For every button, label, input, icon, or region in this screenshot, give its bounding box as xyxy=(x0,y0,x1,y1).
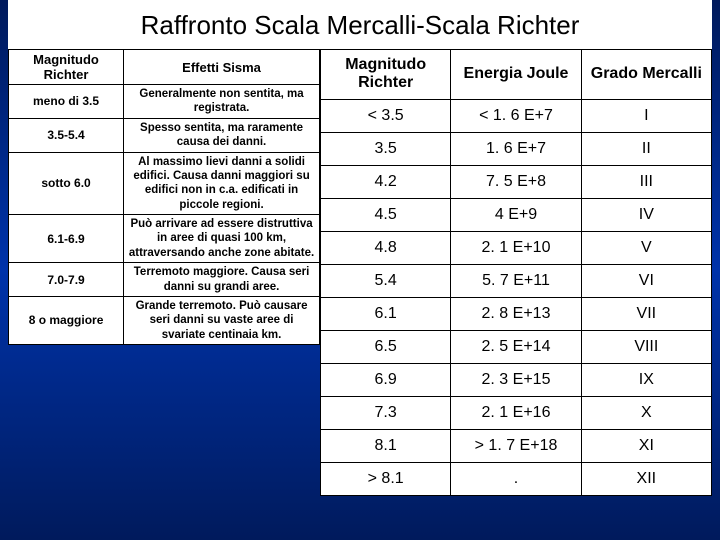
col-header-richter: Magnitudo Richter xyxy=(321,50,451,100)
cell-richter: 4.5 xyxy=(321,198,451,231)
cell-energy: 4 E+9 xyxy=(451,198,581,231)
cell-effect: Generalmente non sentita, ma registrata. xyxy=(124,85,320,119)
table-row: sotto 6.0 Al massimo lievi danni a solid… xyxy=(9,152,320,215)
col-header-effects: Effetti Sisma xyxy=(124,50,320,85)
cell-mercalli: VII xyxy=(581,297,711,330)
cell-energy: 2. 8 E+13 xyxy=(451,297,581,330)
table-row: 7.0-7.9 Terremoto maggiore. Causa seri d… xyxy=(9,263,320,297)
cell-magnitude: 7.0-7.9 xyxy=(9,263,124,297)
cell-energy: 1. 6 E+7 xyxy=(451,132,581,165)
table-row: 4.54 E+9IV xyxy=(321,198,712,231)
cell-mercalli: V xyxy=(581,231,711,264)
table-row: 5.45. 7 E+11VI xyxy=(321,264,712,297)
col-header-magnitude: Magnitudo Richter xyxy=(9,50,124,85)
cell-richter: 8.1 xyxy=(321,429,451,462)
cell-mercalli: I xyxy=(581,99,711,132)
cell-magnitude: meno di 3.5 xyxy=(9,85,124,119)
cell-mercalli: XI xyxy=(581,429,711,462)
cell-energy: . xyxy=(451,462,581,495)
table-row: Magnitudo Richter Effetti Sisma xyxy=(9,50,320,85)
table-row: 7.32. 1 E+16X xyxy=(321,396,712,429)
cell-mercalli: II xyxy=(581,132,711,165)
cell-energy: 2. 3 E+15 xyxy=(451,363,581,396)
cell-richter: 4.2 xyxy=(321,165,451,198)
cell-energy: 2. 1 E+10 xyxy=(451,231,581,264)
table-row: 3.5-5.4 Spesso sentita, ma raramente cau… xyxy=(9,118,320,152)
cell-energy: 2. 5 E+14 xyxy=(451,330,581,363)
cell-magnitude: sotto 6.0 xyxy=(9,152,124,215)
table-row: 4.27. 5 E+8III xyxy=(321,165,712,198)
table-row: Magnitudo Richter Energia Joule Grado Me… xyxy=(321,50,712,100)
table-row: 3.51. 6 E+7II xyxy=(321,132,712,165)
cell-richter: > 8.1 xyxy=(321,462,451,495)
table-row: 8.1> 1. 7 E+18XI xyxy=(321,429,712,462)
cell-effect: Al massimo lievi danni a solidi edifici.… xyxy=(124,152,320,215)
cell-effect: Grande terremoto. Può causare seri danni… xyxy=(124,296,320,344)
cell-magnitude: 6.1-6.9 xyxy=(9,215,124,263)
cell-richter: 3.5 xyxy=(321,132,451,165)
table-row: > 8.1.XII xyxy=(321,462,712,495)
cell-effect: Può arrivare ad essere distruttiva in ar… xyxy=(124,215,320,263)
table-row: 6.92. 3 E+15IX xyxy=(321,363,712,396)
cell-richter: 4.8 xyxy=(321,231,451,264)
effects-table: Magnitudo Richter Effetti Sisma meno di … xyxy=(8,49,320,345)
cell-richter: 7.3 xyxy=(321,396,451,429)
cell-effect: Spesso sentita, ma raramente causa dei d… xyxy=(124,118,320,152)
table-row: 8 o maggiore Grande terremoto. Può causa… xyxy=(9,296,320,344)
page-title: Raffronto Scala Mercalli-Scala Richter xyxy=(8,0,712,49)
cell-richter: 6.1 xyxy=(321,297,451,330)
cell-richter: < 3.5 xyxy=(321,99,451,132)
cell-energy: 5. 7 E+11 xyxy=(451,264,581,297)
cell-energy: < 1. 6 E+7 xyxy=(451,99,581,132)
cell-magnitude: 3.5-5.4 xyxy=(9,118,124,152)
cell-mercalli: VI xyxy=(581,264,711,297)
scale-table-wrapper: Magnitudo Richter Energia Joule Grado Me… xyxy=(320,49,712,496)
tables-container: Magnitudo Richter Effetti Sisma meno di … xyxy=(8,49,712,496)
cell-mercalli: X xyxy=(581,396,711,429)
cell-mercalli: IX xyxy=(581,363,711,396)
cell-energy: 2. 1 E+16 xyxy=(451,396,581,429)
effects-table-wrapper: Magnitudo Richter Effetti Sisma meno di … xyxy=(8,49,320,496)
table-row: < 3.5< 1. 6 E+7I xyxy=(321,99,712,132)
table-row: 4.82. 1 E+10V xyxy=(321,231,712,264)
cell-mercalli: IV xyxy=(581,198,711,231)
cell-richter: 5.4 xyxy=(321,264,451,297)
cell-effect: Terremoto maggiore. Causa seri danni su … xyxy=(124,263,320,297)
cell-mercalli: VIII xyxy=(581,330,711,363)
table-row: 6.52. 5 E+14VIII xyxy=(321,330,712,363)
col-header-mercalli: Grado Mercalli xyxy=(581,50,711,100)
scale-table: Magnitudo Richter Energia Joule Grado Me… xyxy=(320,49,712,496)
table-row: 6.12. 8 E+13VII xyxy=(321,297,712,330)
cell-mercalli: III xyxy=(581,165,711,198)
cell-energy: 7. 5 E+8 xyxy=(451,165,581,198)
cell-magnitude: 8 o maggiore xyxy=(9,296,124,344)
table-row: 6.1-6.9 Può arrivare ad essere distrutti… xyxy=(9,215,320,263)
col-header-energy: Energia Joule xyxy=(451,50,581,100)
cell-richter: 6.5 xyxy=(321,330,451,363)
table-row: meno di 3.5 Generalmente non sentita, ma… xyxy=(9,85,320,119)
cell-richter: 6.9 xyxy=(321,363,451,396)
cell-energy: > 1. 7 E+18 xyxy=(451,429,581,462)
cell-mercalli: XII xyxy=(581,462,711,495)
